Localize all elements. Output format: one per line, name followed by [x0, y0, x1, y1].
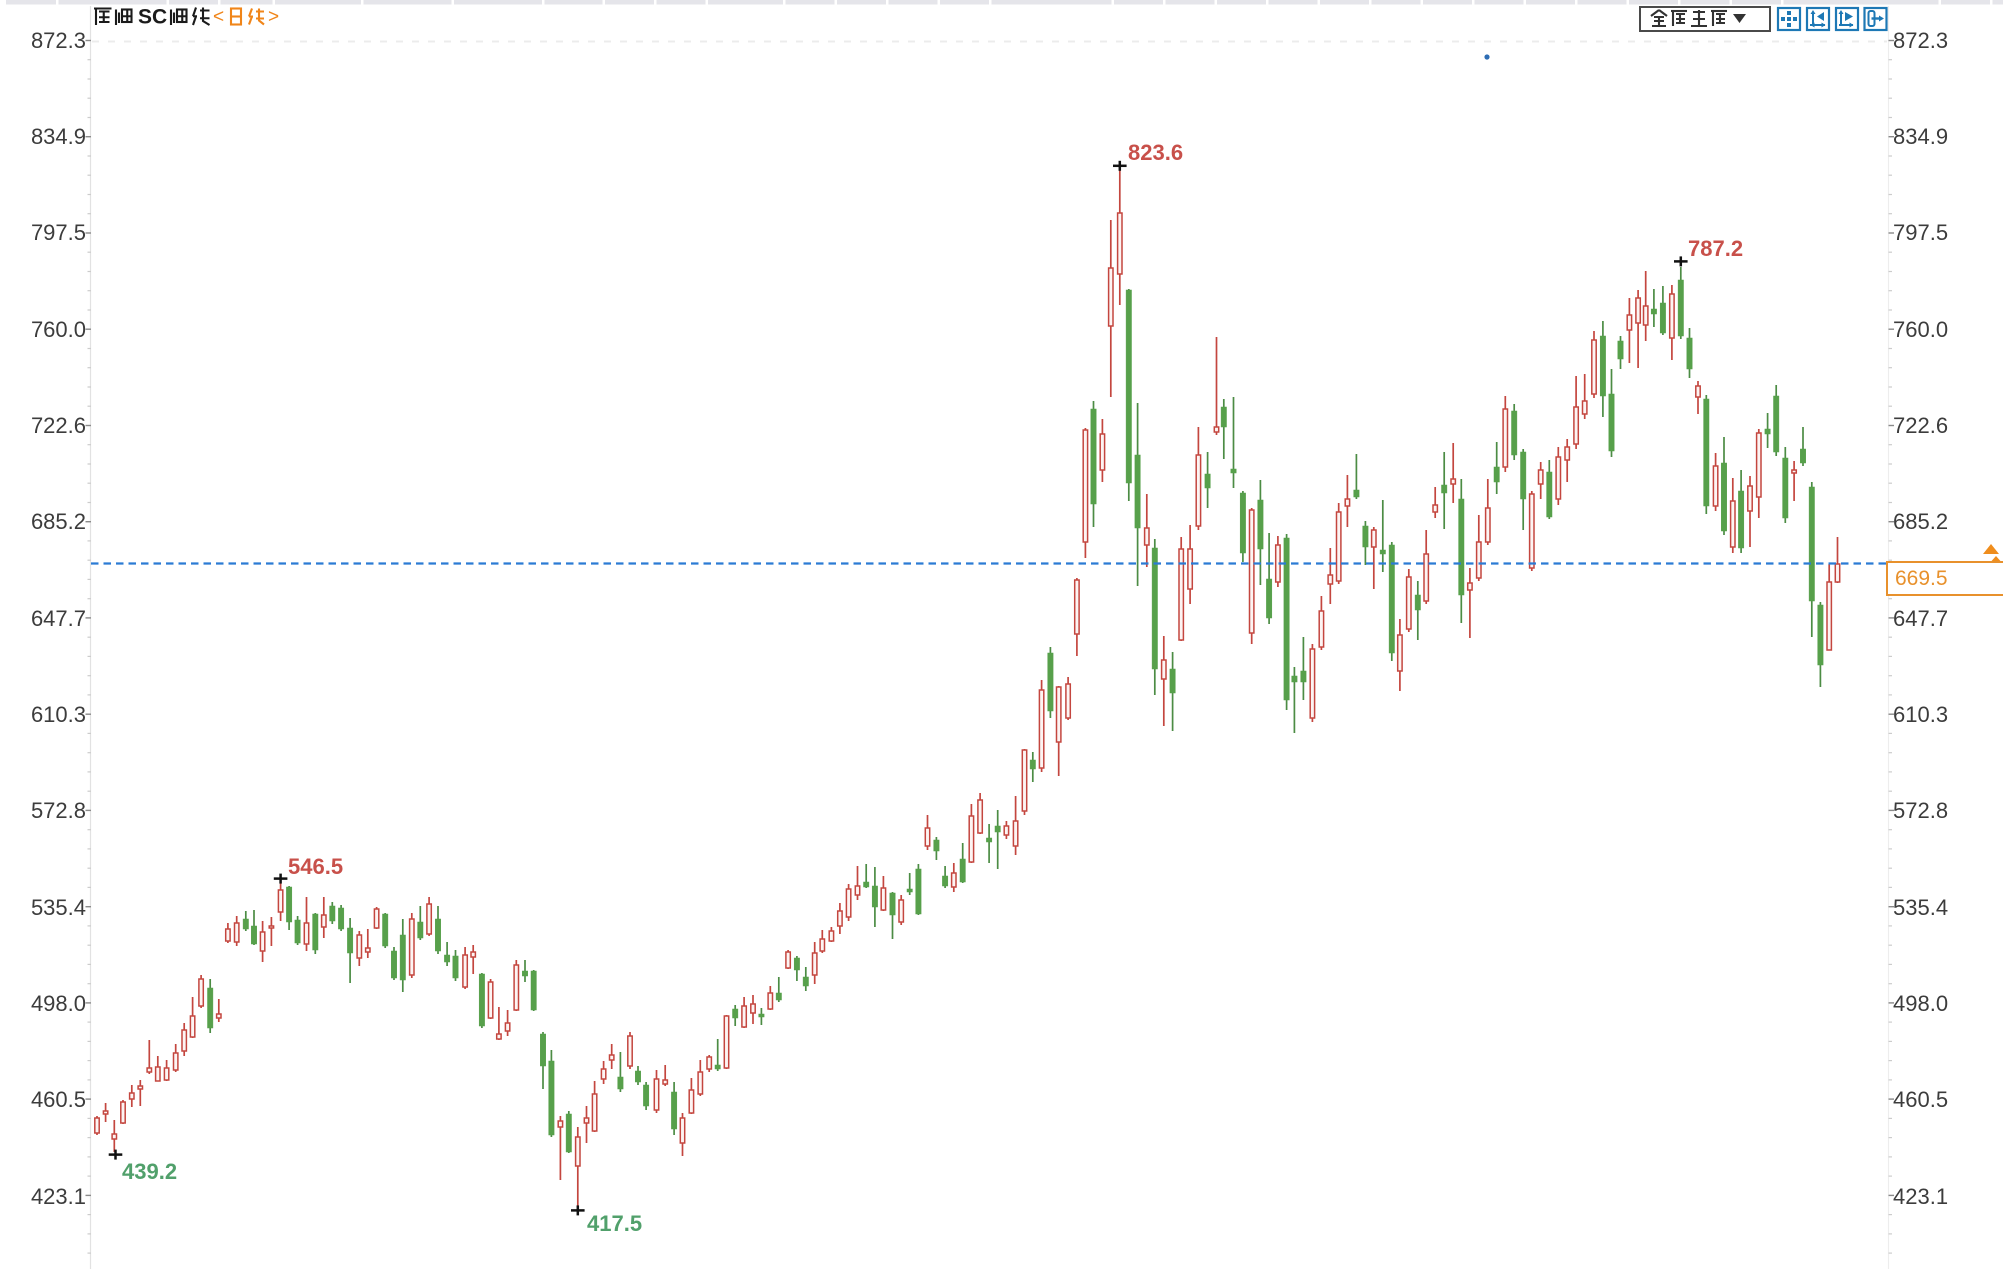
- svg-text:<: <: [213, 7, 224, 28]
- svg-text:>: >: [268, 7, 279, 28]
- svg-text:787.2: 787.2: [1688, 236, 1743, 261]
- svg-text:546.5: 546.5: [288, 854, 343, 879]
- svg-text:823.6: 823.6: [1128, 140, 1183, 165]
- svg-text:439.2: 439.2: [122, 1159, 177, 1184]
- svg-text:SC: SC: [138, 6, 167, 29]
- svg-text:417.5: 417.5: [587, 1211, 642, 1236]
